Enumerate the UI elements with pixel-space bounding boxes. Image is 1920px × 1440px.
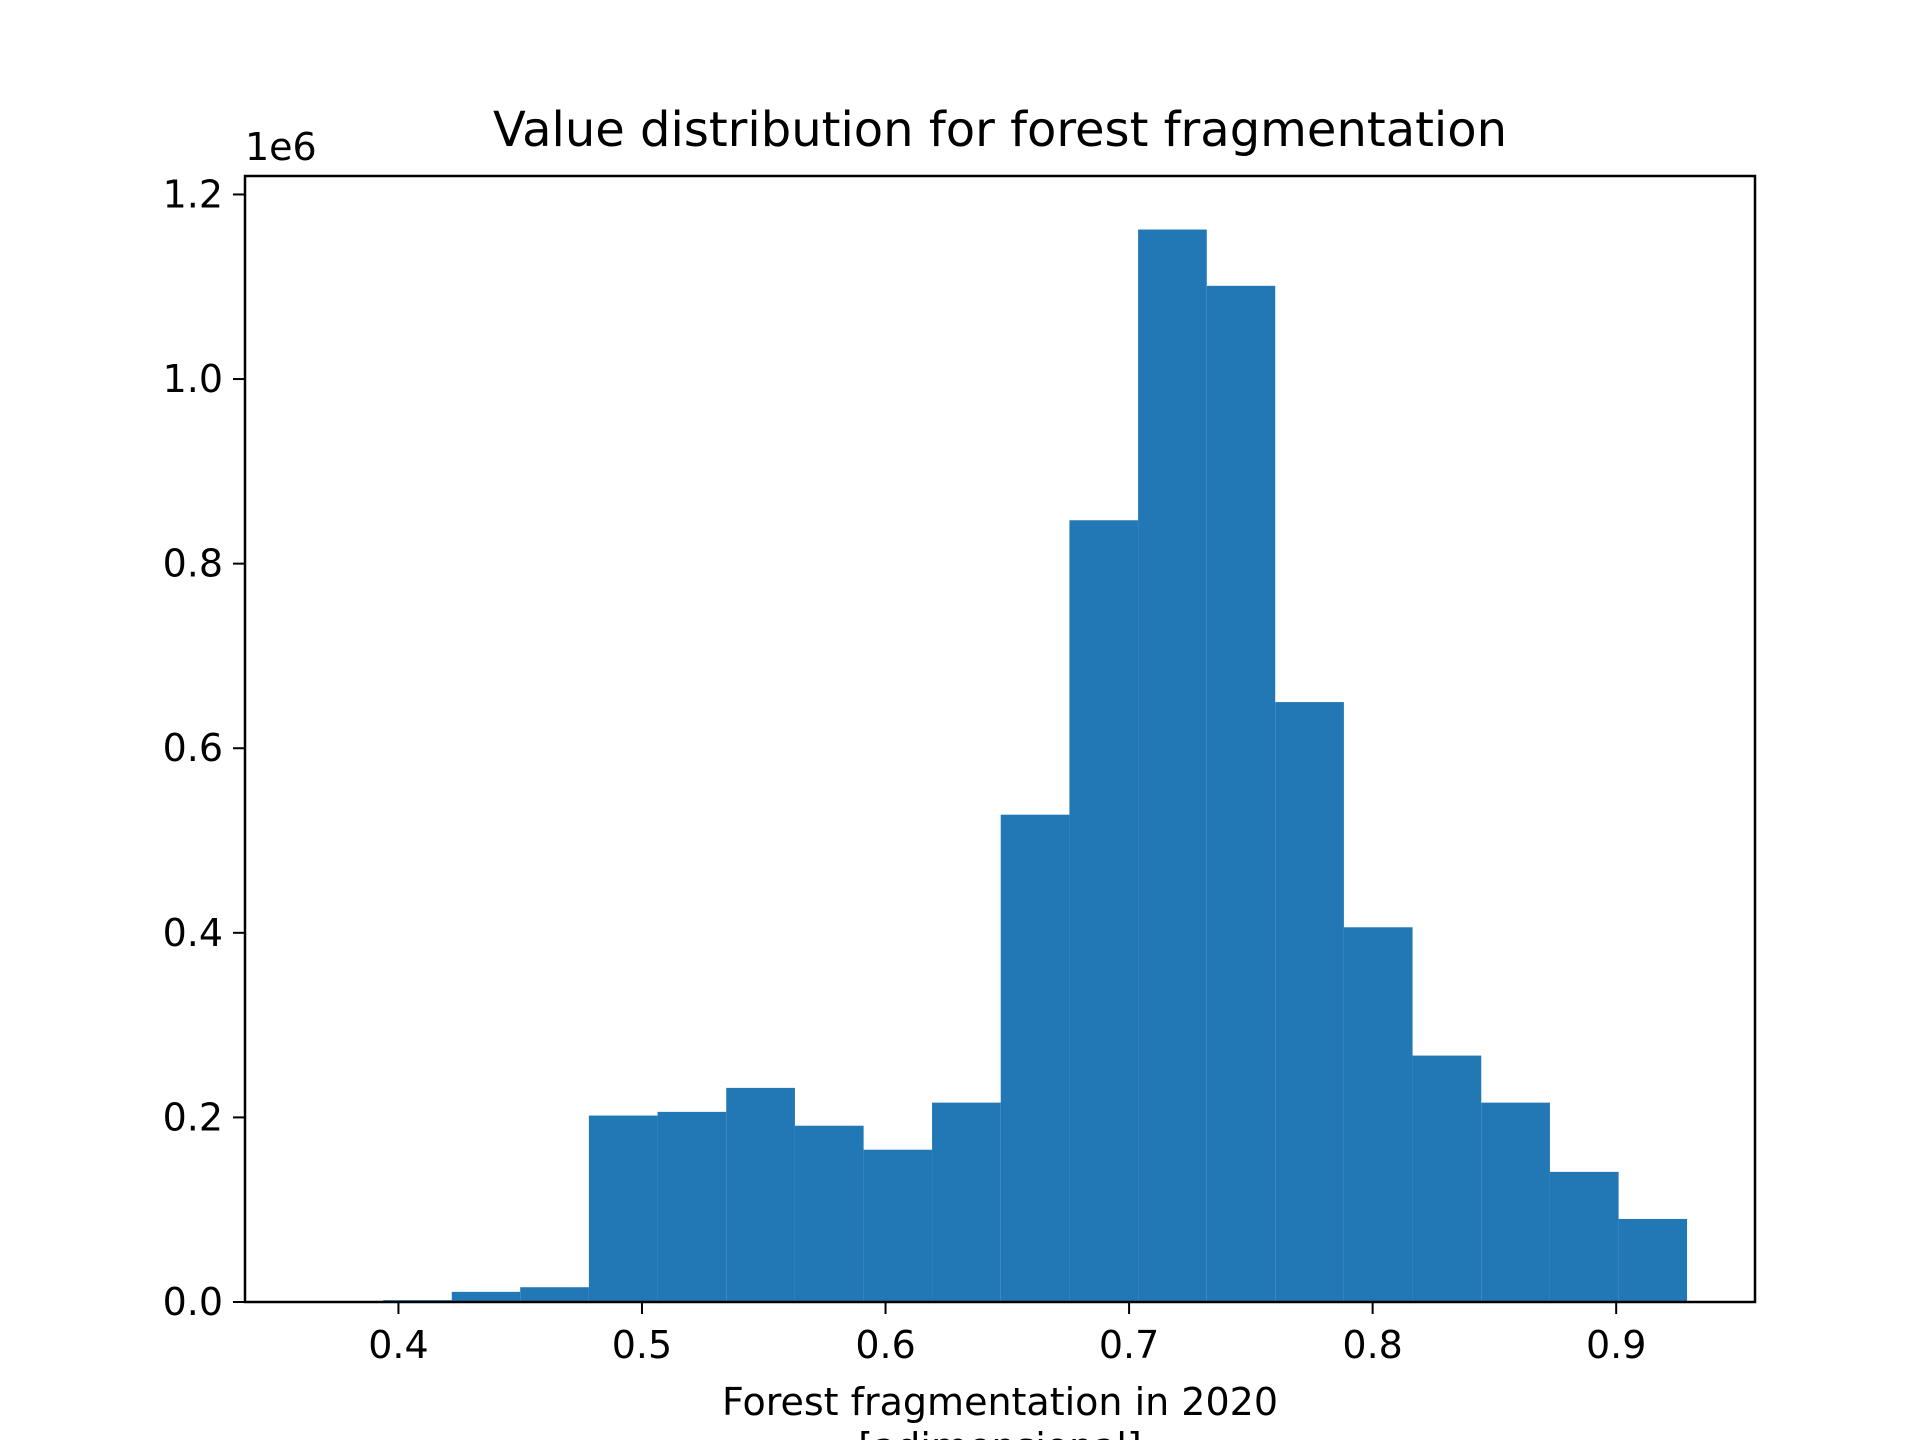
- x-tick-label: 0.5: [612, 1323, 672, 1367]
- y-tick-label: 1.2: [163, 172, 223, 216]
- y-tick-label: 0.6: [163, 726, 223, 770]
- histogram-bar-14: [1275, 702, 1344, 1302]
- y-tick-label: 0.2: [163, 1095, 223, 1139]
- histogram-bar-7: [794, 1125, 864, 1302]
- x-tick-label: 0.4: [368, 1323, 428, 1367]
- x-tick-label: 0.8: [1342, 1323, 1402, 1367]
- y-tick-label: 1.0: [163, 357, 223, 401]
- x-axis-label-units: [adimensional]: [858, 1425, 1142, 1440]
- histogram-bar-2: [451, 1291, 521, 1302]
- x-axis-ticks: 0.4 0.5 0.6 0.7 0.8 0.9: [368, 1302, 1646, 1367]
- histogram-bar-9: [932, 1102, 1001, 1302]
- chart-title: Value distribution for forest fragmentat…: [493, 102, 1507, 158]
- histogram-bar-11: [1069, 520, 1139, 1302]
- histogram-bar-18: [1549, 1171, 1619, 1302]
- histogram-bar-6: [726, 1087, 795, 1302]
- histogram-bar-16: [1412, 1055, 1482, 1302]
- histogram-bar-19: [1618, 1218, 1688, 1302]
- y-tick-label: 0.0: [163, 1280, 223, 1324]
- x-axis-label: Forest fragmentation in 2020: [722, 1380, 1278, 1424]
- bars-group: [383, 229, 1688, 1303]
- y-tick-label: 0.8: [163, 542, 223, 586]
- x-tick-label: 0.6: [855, 1323, 915, 1367]
- histogram-bar-15: [1343, 927, 1413, 1302]
- histogram-bar-12: [1138, 229, 1207, 1303]
- histogram-bar-5: [657, 1111, 727, 1302]
- y-axis-offset-label: 1e6: [245, 125, 317, 169]
- x-tick-label: 0.7: [1099, 1323, 1159, 1367]
- y-tick-label: 0.4: [163, 911, 223, 955]
- y-axis-ticks: 0.0 0.2 0.4 0.6 0.8 1.0 1.2: [163, 172, 245, 1324]
- histogram-bar-4: [588, 1115, 658, 1302]
- histogram-bar-13: [1206, 285, 1276, 1302]
- histogram-bar-10: [1000, 814, 1070, 1302]
- histogram-bar-17: [1481, 1102, 1550, 1302]
- x-tick-label: 0.9: [1586, 1323, 1646, 1367]
- histogram-bar-8: [863, 1149, 933, 1302]
- plot-frame: [243, 174, 1757, 1304]
- histogram-bar-3: [520, 1287, 589, 1302]
